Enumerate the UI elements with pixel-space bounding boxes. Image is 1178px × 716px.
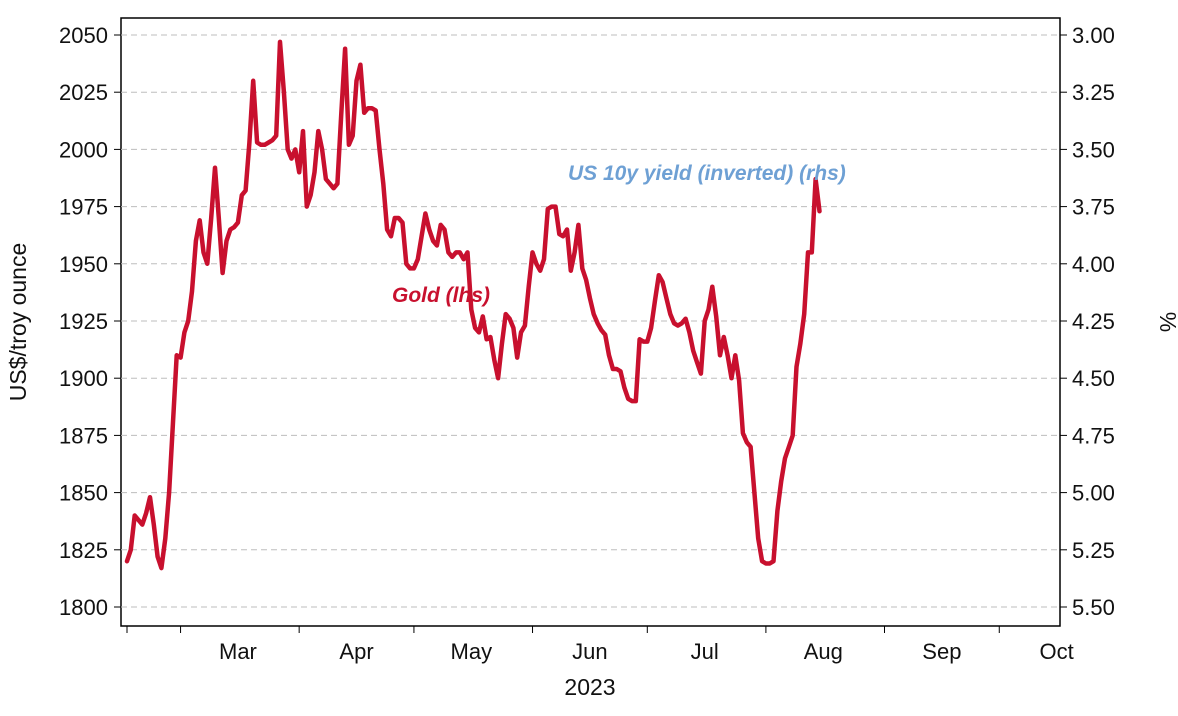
- left-tick-label: 1850: [59, 481, 108, 506]
- x-tick-label: Aug: [804, 639, 843, 664]
- series-label-gold: Gold (lhs): [392, 284, 490, 307]
- left-tick-label: 1900: [59, 366, 108, 391]
- x-tick-label: Mar: [219, 639, 257, 664]
- left-tick-label: 2025: [59, 80, 108, 105]
- right-tick-label: 4.75: [1072, 423, 1115, 448]
- right-tick-label: 3.75: [1072, 195, 1115, 220]
- right-tick-label: 5.50: [1072, 595, 1115, 620]
- right-tick-label: 4.50: [1072, 366, 1115, 391]
- right-tick-label: 4.00: [1072, 252, 1115, 277]
- x-tick-label: Jul: [691, 639, 719, 664]
- left-tick-label: 1950: [59, 252, 108, 277]
- right-tick-label: 5.00: [1072, 481, 1115, 506]
- x-tick-label: Sep: [922, 639, 961, 664]
- right-tick-label: 3.50: [1072, 137, 1115, 162]
- left-axis-ticks: 1800 1825 1850 1875 1900 1925 1950 1975 2000 2025…: [59, 23, 121, 620]
- x-axis-title: 2023: [564, 674, 615, 700]
- left-tick-label: 1825: [59, 538, 108, 563]
- right-axis-ticks: 5.50 5.25 5.00 4.75 4.50 4.25 4.00 3.75 3.50 3.25…: [1060, 23, 1115, 620]
- x-tick-label: Jun: [572, 639, 607, 664]
- left-tick-label: 1975: [59, 195, 108, 220]
- left-tick-label: 1800: [59, 595, 108, 620]
- right-tick-label: 5.25: [1072, 538, 1115, 563]
- series-lines: [124, 39, 822, 571]
- left-tick-label: 2050: [59, 23, 108, 48]
- x-tick-label: Oct: [1040, 639, 1074, 664]
- y-axis-left-title: US$/troy ounce: [5, 243, 31, 402]
- left-tick-label: 1875: [59, 423, 108, 448]
- x-tick-label: May: [451, 639, 493, 664]
- left-tick-label: 1925: [59, 309, 108, 334]
- plot-frame: [120, 17, 1061, 627]
- right-tick-label: 4.25: [1072, 309, 1115, 334]
- right-tick-label: 3.25: [1072, 80, 1115, 105]
- left-tick-label: 2000: [59, 137, 108, 162]
- right-tick-label: 3.00: [1072, 23, 1115, 48]
- x-tick-label: Apr: [339, 639, 373, 664]
- y-axis-right-title: %: [1155, 312, 1178, 332]
- gold-series-line: [124, 39, 822, 571]
- series-label-us10y: US 10y yield (inverted) (rhs): [568, 162, 846, 185]
- gridlines: [121, 34, 1060, 608]
- x-axis-ticks: Mar Apr May Jun Jul Aug Sep Oct: [126, 626, 1074, 664]
